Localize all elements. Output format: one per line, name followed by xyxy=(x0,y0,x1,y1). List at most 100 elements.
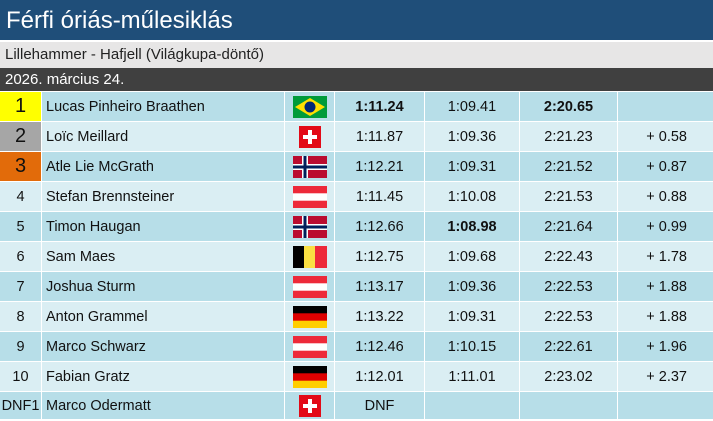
rank: 7 xyxy=(0,272,42,302)
athlete-name: Marco Odermatt xyxy=(42,392,285,420)
time-difference: + 2.37 xyxy=(618,362,713,392)
total-time xyxy=(520,392,618,420)
time-difference xyxy=(618,92,713,122)
total-time: 2:23.02 xyxy=(520,362,618,392)
run1-time: 1:13.17 xyxy=(335,272,425,302)
total-time: 2:21.64 xyxy=(520,212,618,242)
athlete-name: Lucas Pinheiro Braathen xyxy=(42,92,285,122)
result-row: 3 Atle Lie McGrath 1:12.21 1:09.31 2:21.52 + … xyxy=(0,152,713,182)
athlete-name: Sam Maes xyxy=(42,242,285,272)
subtitle: Lillehammer - Hafjell (Világkupa-döntő) xyxy=(0,42,713,68)
total-time: 2:22.43 xyxy=(520,242,618,272)
run2-time: 1:09.36 xyxy=(425,122,520,152)
flag xyxy=(293,306,327,328)
time-difference: + 1.96 xyxy=(618,332,713,362)
athlete-name: Anton Grammel xyxy=(42,302,285,332)
run2-time: 1:10.15 xyxy=(425,332,520,362)
flag-cell xyxy=(285,152,335,182)
run1-time: 1:11.24 xyxy=(335,92,425,122)
flag xyxy=(293,156,327,178)
result-row: 5 Timon Haugan 1:12.66 1:08.98 2:21.64 + 0.99 xyxy=(0,212,713,242)
flag xyxy=(293,186,327,208)
flag-cell xyxy=(285,362,335,392)
total-time: 2:21.52 xyxy=(520,152,618,182)
result-row: 8 Anton Grammel 1:13.22 1:09.31 2:22.53 + 1.8… xyxy=(0,302,713,332)
athlete-name: Loïc Meillard xyxy=(42,122,285,152)
athlete-name: Stefan Brennsteiner xyxy=(42,182,285,212)
flag-cell xyxy=(285,92,335,122)
flag xyxy=(293,336,327,358)
time-difference: + 0.88 xyxy=(618,182,713,212)
result-row: 9 Marco Schwarz 1:12.46 1:10.15 2:22.61 + 1.9… xyxy=(0,332,713,362)
run2-time xyxy=(425,392,520,420)
run2-time: 1:09.68 xyxy=(425,242,520,272)
run1-time: DNF xyxy=(335,392,425,420)
flag-cell xyxy=(285,122,335,152)
flag-cell xyxy=(285,212,335,242)
flag-cell xyxy=(285,182,335,212)
total-time: 2:21.53 xyxy=(520,182,618,212)
run1-time: 1:13.22 xyxy=(335,302,425,332)
flag-cell xyxy=(285,332,335,362)
run2-time: 1:09.41 xyxy=(425,92,520,122)
rank: DNF1 xyxy=(0,392,42,420)
flag-cell xyxy=(285,392,335,420)
time-difference: + 0.58 xyxy=(618,122,713,152)
flag-cell xyxy=(285,242,335,272)
total-time: 2:20.65 xyxy=(520,92,618,122)
time-difference: + 0.87 xyxy=(618,152,713,182)
total-time: 2:22.53 xyxy=(520,272,618,302)
athlete-name: Atle Lie McGrath xyxy=(42,152,285,182)
results-table: 1 Lucas Pinheiro Braathen 1:11.24 1:09.41 2:… xyxy=(0,92,713,420)
flag xyxy=(293,216,327,238)
rank: 9 xyxy=(0,332,42,362)
result-row: 4 Stefan Brennsteiner 1:11.45 1:10.08 2:21.5… xyxy=(0,182,713,212)
run1-time: 1:12.66 xyxy=(335,212,425,242)
result-row: 10 Fabian Gratz 1:12.01 1:11.01 2:23.02 + 2.3… xyxy=(0,362,713,392)
run2-time: 1:11.01 xyxy=(425,362,520,392)
rank: 8 xyxy=(0,302,42,332)
rank: 4 xyxy=(0,182,42,212)
athlete-name: Marco Schwarz xyxy=(42,332,285,362)
time-difference: + 1.88 xyxy=(618,272,713,302)
run1-time: 1:12.21 xyxy=(335,152,425,182)
time-difference xyxy=(618,392,713,420)
run1-time: 1:11.87 xyxy=(335,122,425,152)
flag xyxy=(293,96,327,118)
result-row: 7 Joshua Sturm 1:13.17 1:09.36 2:22.53 + 1.88 xyxy=(0,272,713,302)
rank: 6 xyxy=(0,242,42,272)
time-difference: + 1.78 xyxy=(618,242,713,272)
athlete-name: Timon Haugan xyxy=(42,212,285,242)
time-difference: + 0.99 xyxy=(618,212,713,242)
run2-time: 1:10.08 xyxy=(425,182,520,212)
flag xyxy=(299,395,321,417)
total-time: 2:21.23 xyxy=(520,122,618,152)
date: 2026. március 24. xyxy=(0,68,713,92)
result-row: 2 Loïc Meillard 1:11.87 1:09.36 2:21.23 + 0.5… xyxy=(0,122,713,152)
rank: 10 xyxy=(0,362,42,392)
total-time: 2:22.61 xyxy=(520,332,618,362)
run2-time: 1:09.36 xyxy=(425,272,520,302)
run2-time: 1:09.31 xyxy=(425,152,520,182)
total-time: 2:22.53 xyxy=(520,302,618,332)
title: Férfi óriás-műlesiklás xyxy=(0,0,713,42)
run1-time: 1:12.46 xyxy=(335,332,425,362)
run1-time: 1:12.75 xyxy=(335,242,425,272)
result-row: DNF1 Marco Odermatt DNF xyxy=(0,392,713,420)
rank: 2 xyxy=(0,122,42,152)
flag-cell xyxy=(285,302,335,332)
flag-cell xyxy=(285,272,335,302)
athlete-name: Joshua Sturm xyxy=(42,272,285,302)
rank: 5 xyxy=(0,212,42,242)
run1-time: 1:11.45 xyxy=(335,182,425,212)
flag xyxy=(293,276,327,298)
result-row: 6 Sam Maes 1:12.75 1:09.68 2:22.43 + 1.78 xyxy=(0,242,713,272)
flag xyxy=(293,246,327,268)
run2-time: 1:09.31 xyxy=(425,302,520,332)
flag xyxy=(299,126,321,148)
result-row: 1 Lucas Pinheiro Braathen 1:11.24 1:09.41 2:… xyxy=(0,92,713,122)
run2-time: 1:08.98 xyxy=(425,212,520,242)
rank: 3 xyxy=(0,152,42,182)
rank: 1 xyxy=(0,92,42,122)
